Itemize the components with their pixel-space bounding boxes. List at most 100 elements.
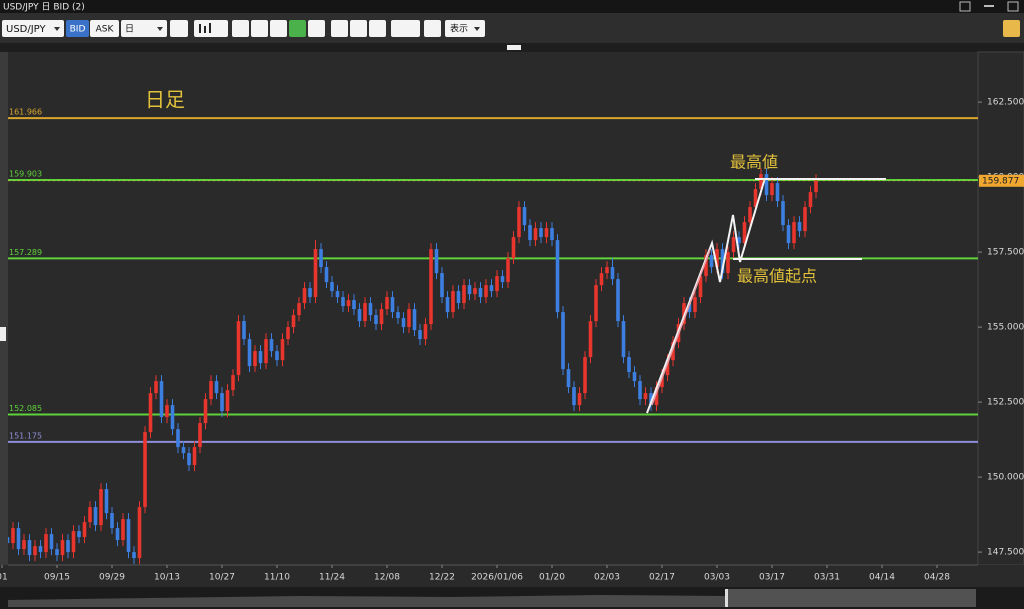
period-text: 日 <box>125 24 134 35</box>
draw-button[interactable] <box>391 20 420 37</box>
candle-body <box>412 309 417 331</box>
candle-body <box>77 531 81 538</box>
title-bar <box>0 0 1024 13</box>
candle-body <box>198 423 202 448</box>
period-select[interactable] <box>121 20 167 37</box>
side-handle[interactable] <box>0 327 6 341</box>
candle-body <box>11 528 15 544</box>
candle-body <box>649 393 653 406</box>
window-control[interactable] <box>984 5 994 7</box>
candle-body <box>599 273 604 286</box>
tool-button[interactable] <box>170 20 188 37</box>
candle-body <box>742 222 747 244</box>
candle-body <box>588 321 593 358</box>
window-title: USD/JPY 日 BID (2) <box>3 2 85 13</box>
candle-body <box>374 315 378 325</box>
candle-body <box>632 372 637 382</box>
dropdown-arrow <box>474 27 480 31</box>
candle-body <box>627 357 631 373</box>
symbol-select[interactable] <box>2 20 64 37</box>
candle-body <box>170 405 175 430</box>
view-select[interactable] <box>445 20 485 37</box>
layout-button[interactable] <box>1003 20 1020 37</box>
candle-body <box>445 297 450 313</box>
candle-body <box>66 540 70 553</box>
high-label: 最高値 <box>730 153 778 172</box>
window-control[interactable] <box>959 1 971 12</box>
last-price-tag <box>979 174 1024 187</box>
candle-body <box>550 228 554 241</box>
candle-body <box>533 228 538 241</box>
x-tick-label: 09/15 <box>44 573 70 583</box>
splitter-handle[interactable] <box>507 45 521 50</box>
candle-body <box>22 540 26 550</box>
candle-body <box>456 291 461 304</box>
candle-body <box>407 309 411 328</box>
candle-body <box>577 393 582 406</box>
zoom-out-button[interactable] <box>251 20 268 37</box>
candle-body <box>484 285 488 298</box>
candle-body <box>605 267 609 274</box>
level-label: 151.175 <box>9 431 42 440</box>
candle-body <box>654 387 659 406</box>
candle-body <box>731 237 736 253</box>
x-tick-label: 04/14 <box>869 573 895 583</box>
candle-body <box>621 321 626 358</box>
candle-body <box>638 381 642 400</box>
y-tick-label: 155.000 <box>987 323 1024 333</box>
candle-body <box>423 324 428 340</box>
level-label: 152.085 <box>9 404 42 413</box>
zoom-in-button[interactable] <box>232 20 249 37</box>
x-tick-label: 02/03 <box>594 573 620 583</box>
level-label: 157.289 <box>9 248 42 257</box>
candle-body <box>330 282 334 292</box>
candle-body <box>781 201 785 226</box>
y-tick-label: 147.500 <box>987 548 1024 558</box>
navigator-window[interactable] <box>726 589 976 607</box>
candle-body <box>357 309 362 322</box>
candle-body <box>126 519 131 553</box>
x-tick-label: 03/31 <box>814 573 840 583</box>
candles <box>8 168 818 565</box>
x-tick-label: 03/03 <box>704 573 730 583</box>
tool-button[interactable] <box>289 20 306 37</box>
candle-body <box>143 432 147 508</box>
bid-text: BID <box>70 25 86 35</box>
candle-body <box>720 249 725 274</box>
tool-button[interactable] <box>308 20 325 37</box>
candle-body <box>764 174 769 196</box>
bid-button[interactable] <box>66 20 89 37</box>
candle-body <box>693 297 697 313</box>
candle-body <box>319 249 323 268</box>
candle-body <box>451 291 455 313</box>
candle-body <box>671 342 675 361</box>
candle-body <box>495 276 499 292</box>
tool-button[interactable] <box>350 20 367 37</box>
candle-body <box>192 447 197 466</box>
candle-body <box>467 285 472 295</box>
candle-body <box>335 291 340 298</box>
navigator-handle[interactable] <box>725 589 728 607</box>
high-origin-label: 最高値起点 <box>737 267 817 286</box>
candle-body <box>209 381 213 400</box>
ask-button[interactable] <box>90 20 119 37</box>
candle-body <box>506 258 510 283</box>
candle-body <box>148 393 153 433</box>
tool-button[interactable] <box>270 20 287 37</box>
candle-body <box>500 276 505 283</box>
candle-body <box>352 300 356 310</box>
candle-body <box>368 303 373 316</box>
candle-body <box>286 327 290 340</box>
trend-drawing <box>651 249 711 406</box>
y-tick-label: 152.500 <box>987 398 1024 408</box>
icon <box>204 26 206 33</box>
tool-button[interactable] <box>424 20 441 37</box>
candle-body <box>687 303 692 313</box>
window-control[interactable] <box>1007 1 1019 12</box>
candle-body <box>346 300 351 307</box>
candle-body <box>478 288 483 298</box>
tool-button[interactable] <box>369 20 386 37</box>
candle-body <box>308 288 312 298</box>
tool-button[interactable] <box>331 20 348 37</box>
